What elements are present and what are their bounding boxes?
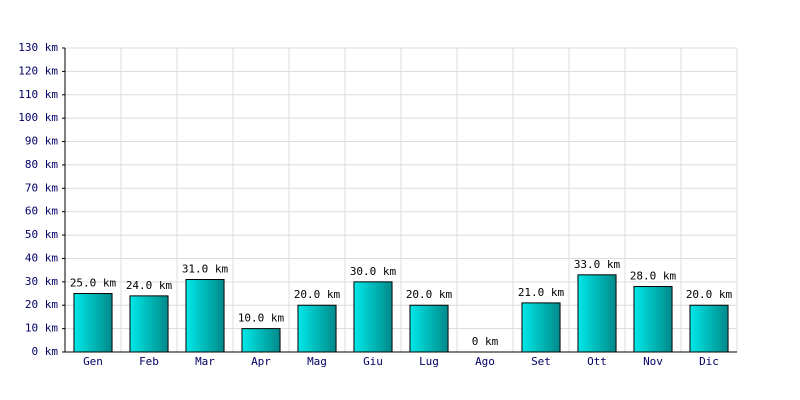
value-label: 10.0 km bbox=[238, 312, 285, 325]
y-tick-label: 120 km bbox=[18, 64, 58, 77]
x-tick-label: Apr bbox=[251, 355, 271, 368]
x-tick-label: Ago bbox=[475, 355, 495, 368]
bar bbox=[297, 304, 337, 353]
x-tick-label: Lug bbox=[419, 355, 439, 368]
x-tick-label: Giu bbox=[363, 355, 383, 368]
y-tick-label: 40 km bbox=[25, 251, 58, 264]
y-tick-label: 10 km bbox=[25, 322, 58, 335]
value-label: 20.0 km bbox=[294, 288, 341, 301]
y-tick-label: 130 km bbox=[18, 41, 58, 54]
value-label: 20.0 km bbox=[686, 288, 733, 301]
bar bbox=[129, 295, 169, 353]
y-tick-label: 50 km bbox=[25, 228, 58, 241]
y-tick-label: 70 km bbox=[25, 181, 58, 194]
value-label: 33.0 km bbox=[574, 258, 621, 271]
x-tick-label: Nov bbox=[643, 355, 663, 368]
x-tick-label: Mag bbox=[307, 355, 327, 368]
x-tick-label: Set bbox=[531, 355, 551, 368]
y-tick-label: 90 km bbox=[25, 135, 58, 148]
bar bbox=[577, 274, 617, 353]
bar bbox=[689, 304, 729, 353]
y-tick-label: 100 km bbox=[18, 111, 58, 124]
y-tick-label: 0 km bbox=[32, 345, 59, 358]
bar bbox=[353, 281, 393, 353]
y-tick-label: 30 km bbox=[25, 275, 58, 288]
y-tick-label: 20 km bbox=[25, 298, 58, 311]
y-tick-label: 60 km bbox=[25, 205, 58, 218]
bar bbox=[409, 304, 449, 353]
y-tick-label: 110 km bbox=[18, 88, 58, 101]
value-label: 20.0 km bbox=[406, 288, 453, 301]
y-tick-label: 80 km bbox=[25, 158, 58, 171]
value-label: 0 km bbox=[472, 335, 499, 348]
bar bbox=[521, 302, 561, 353]
value-label: 28.0 km bbox=[630, 270, 677, 283]
x-tick-label: Ott bbox=[587, 355, 607, 368]
value-label: 24.0 km bbox=[126, 279, 173, 292]
x-tick-label: Dic bbox=[699, 355, 719, 368]
x-tick-label: Mar bbox=[195, 355, 215, 368]
value-label: 21.0 km bbox=[518, 286, 565, 299]
value-label: 30.0 km bbox=[350, 265, 397, 278]
bar bbox=[633, 286, 673, 353]
x-tick-label: Feb bbox=[139, 355, 159, 368]
bar bbox=[73, 293, 113, 353]
bar bbox=[185, 279, 225, 353]
value-label: 31.0 km bbox=[182, 263, 229, 276]
bar bbox=[241, 328, 281, 353]
x-tick-label: Gen bbox=[83, 355, 103, 368]
value-label: 25.0 km bbox=[70, 277, 117, 290]
